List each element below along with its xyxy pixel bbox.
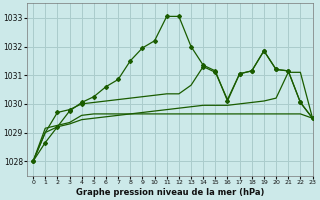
- X-axis label: Graphe pression niveau de la mer (hPa): Graphe pression niveau de la mer (hPa): [76, 188, 264, 197]
